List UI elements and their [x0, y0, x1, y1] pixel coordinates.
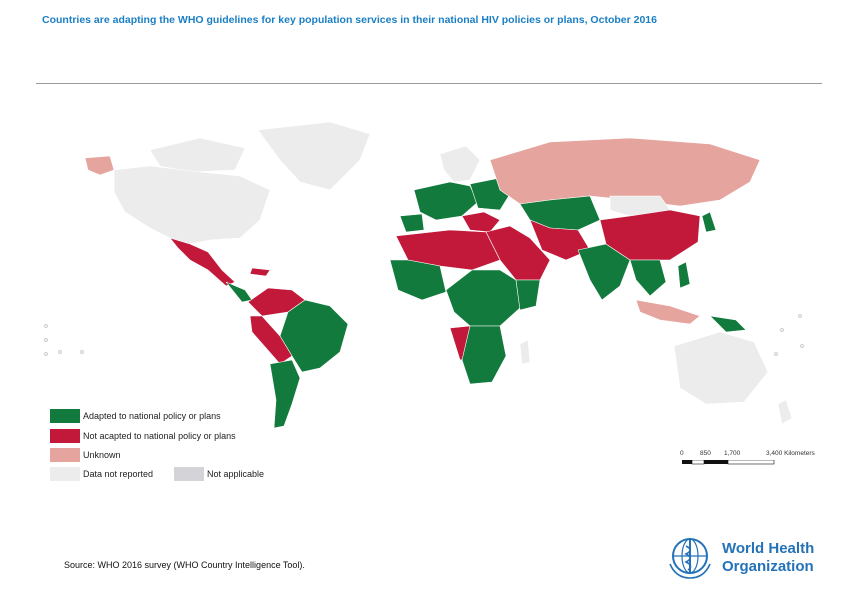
who-emblem-icon: [669, 538, 711, 579]
island-dot: [80, 350, 84, 354]
source-note: Source: WHO 2016 survey (WHO Country Int…: [64, 560, 305, 570]
north-america-region: [113, 165, 271, 245]
central-america-region: [225, 281, 253, 303]
map-title: Countries are adapting the WHO guideline…: [42, 14, 657, 26]
southern-africa-region: [461, 325, 507, 385]
scale-tick-label: 0: [680, 450, 684, 457]
korea-japan-region: [701, 211, 717, 233]
island-dot: [44, 352, 48, 356]
caribbean-region: [249, 267, 271, 277]
australia-region: [673, 331, 769, 405]
legend-item-not-adapted: Not acapted to national policy or plans: [50, 429, 236, 443]
peru-bolivia-region: [249, 315, 293, 365]
legend-label-unknown: Unknown: [83, 450, 121, 460]
legend-item-not-applicable: Not applicable: [174, 467, 264, 481]
who-logo: World Health Organization: [664, 534, 824, 582]
png-region: [709, 315, 747, 333]
map-legend: Adapted to national policy or plans Not …: [50, 409, 350, 484]
island-dot: [780, 328, 784, 332]
world-map: [44, 121, 804, 429]
legend-label-not-adapted: Not acapted to national policy or plans: [83, 431, 236, 441]
balkans-region: [461, 211, 501, 233]
china-region: [599, 209, 701, 261]
legend-swatch-not-applicable: [174, 467, 204, 481]
legend-label-not-reported: Data not reported: [83, 469, 154, 479]
who-logo-line1: World Health: [722, 540, 815, 557]
new-zealand-region: [777, 399, 793, 425]
chile-argentina-region: [269, 359, 301, 429]
island-dot: [800, 344, 804, 348]
legend-swatch-unknown: [50, 448, 80, 462]
scale-bar: 0 850 1,700 3,400 Kilometers: [680, 450, 815, 470]
scandinavia-region: [439, 145, 481, 183]
legend-item-unknown: Unknown: [50, 448, 121, 462]
middle-east-region: [485, 225, 551, 281]
madagascar-region: [519, 339, 531, 365]
iberia-region: [399, 213, 425, 233]
legend-swatch-not-reported: [50, 467, 80, 481]
horn-of-africa-region: [515, 279, 541, 311]
island-dot: [798, 314, 802, 318]
western-europe-region: [413, 181, 479, 221]
greenland-region: [257, 121, 371, 191]
alaska-region: [84, 155, 115, 176]
arctic-islands: [149, 137, 246, 173]
who-logo-line2: Organization: [722, 558, 814, 575]
scale-tick-label: 850: [700, 450, 711, 457]
central-africa-region: [445, 269, 521, 327]
legend-label-not-applicable: Not applicable: [207, 469, 265, 479]
philippines-region: [677, 261, 691, 289]
legend-item-not-reported: Data not reported: [50, 467, 153, 481]
indonesia-region: [635, 299, 701, 325]
mainland-se-asia-region: [629, 259, 667, 297]
mexico-region: [169, 237, 236, 287]
legend-swatch-adapted: [50, 409, 80, 423]
west-africa-region: [389, 259, 447, 301]
island-dot: [58, 350, 62, 354]
island-dot: [774, 352, 778, 356]
scale-tick-label: 3,400 Kilometers: [766, 450, 815, 457]
legend-swatch-not-adapted: [50, 429, 80, 443]
scale-tick-label: 1,700: [724, 450, 741, 457]
legend-label-adapted: Adapted to national policy or plans: [83, 411, 221, 421]
island-dot: [44, 338, 48, 342]
scale-bar-graphic: [682, 460, 775, 465]
title-divider: [36, 83, 822, 84]
island-dot: [44, 324, 48, 328]
legend-item-adapted: Adapted to national policy or plans: [50, 409, 221, 423]
